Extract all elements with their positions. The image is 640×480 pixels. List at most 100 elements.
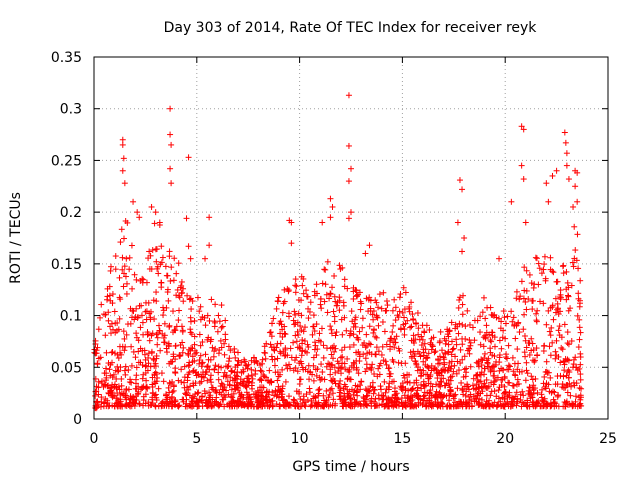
x-tick-label: 5: [192, 431, 201, 447]
data-point: [339, 353, 346, 360]
data-point: [568, 383, 575, 390]
data-point: [169, 389, 176, 396]
data-point: [362, 250, 369, 257]
data-point: [461, 235, 468, 241]
data-point: [160, 307, 167, 314]
data-point: [231, 375, 238, 382]
data-point: [358, 378, 365, 385]
data-point: [178, 323, 185, 330]
data-point: [100, 400, 107, 407]
data-point: [576, 316, 583, 323]
data-point: [252, 370, 259, 377]
data-point: [105, 390, 112, 397]
data-point: [121, 263, 128, 270]
data-point: [309, 402, 316, 409]
data-point: [560, 270, 567, 277]
data-point: [448, 358, 455, 365]
data-point: [529, 376, 536, 383]
data-point: [423, 402, 430, 409]
data-point: [518, 403, 525, 410]
data-point: [143, 377, 150, 384]
data-point: [532, 254, 539, 261]
data-point: [509, 318, 516, 325]
data-point: [445, 341, 452, 348]
data-point: [540, 266, 547, 273]
data-point: [448, 351, 455, 358]
data-point: [303, 287, 310, 294]
data-point: [119, 136, 126, 143]
data-point: [111, 308, 118, 315]
data-point: [259, 396, 266, 403]
data-point: [127, 393, 134, 400]
data-point: [473, 372, 480, 379]
data-point: [97, 354, 104, 361]
data-point: [178, 366, 185, 373]
data-point: [132, 400, 139, 407]
data-point: [371, 370, 378, 377]
data-point: [341, 276, 348, 283]
data-point: [437, 378, 444, 385]
data-point: [133, 364, 140, 371]
data-point: [253, 358, 260, 365]
data-point: [101, 370, 108, 377]
data-point: [459, 301, 466, 308]
data-point: [390, 358, 397, 365]
data-point: [142, 400, 149, 407]
data-point: [390, 322, 397, 329]
data-point: [383, 307, 390, 314]
data-point: [296, 376, 303, 383]
data-point: [242, 362, 249, 369]
data-point: [222, 331, 229, 338]
data-point: [409, 385, 416, 392]
data-point: [303, 293, 310, 300]
data-point: [533, 345, 540, 352]
data-point: [143, 308, 150, 315]
data-point: [297, 403, 304, 410]
data-point: [310, 377, 317, 384]
data-point: [338, 347, 345, 354]
data-point: [406, 305, 413, 312]
data-point: [380, 289, 387, 296]
data-point: [145, 350, 152, 357]
data-point: [443, 337, 450, 344]
data-point: [178, 278, 185, 285]
data-point: [515, 380, 522, 387]
data-point: [153, 352, 160, 359]
data-point: [482, 315, 489, 322]
data-point: [432, 393, 439, 400]
data-point: [122, 371, 129, 378]
data-point: [473, 372, 480, 379]
data-point: [199, 397, 206, 404]
data-point: [401, 374, 408, 381]
data-point: [120, 328, 127, 335]
data-point: [323, 363, 330, 370]
data-point: [371, 386, 378, 393]
data-point: [498, 345, 505, 352]
data-point: [194, 294, 201, 301]
data-point: [347, 395, 354, 402]
data-point: [262, 355, 269, 362]
data-point: [134, 209, 141, 216]
data-points: [91, 92, 585, 412]
data-point: [356, 382, 363, 389]
y-tick-label: 0.2: [60, 205, 82, 221]
data-point: [341, 381, 348, 388]
data-point: [458, 379, 465, 386]
data-point: [151, 220, 158, 227]
data-point: [286, 313, 293, 320]
data-point: [154, 334, 161, 341]
data-point: [389, 307, 396, 314]
data-point: [232, 354, 239, 361]
data-point: [538, 394, 545, 401]
data-point: [481, 350, 488, 357]
data-point: [505, 342, 512, 349]
data-point: [425, 364, 432, 371]
data-point: [577, 354, 584, 361]
data-point: [431, 349, 438, 356]
data-point: [117, 239, 124, 246]
data-point: [323, 387, 330, 394]
data-point: [167, 380, 174, 387]
data-point: [194, 390, 201, 397]
data-point: [334, 358, 341, 365]
data-point: [95, 378, 102, 385]
